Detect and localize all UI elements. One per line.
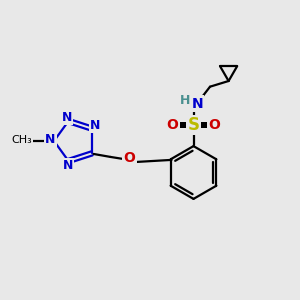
Text: CH₃: CH₃ <box>11 135 32 146</box>
Text: N: N <box>63 159 73 172</box>
Text: O: O <box>208 118 220 132</box>
Text: N: N <box>45 133 56 146</box>
Text: N: N <box>62 111 72 124</box>
Text: O: O <box>124 151 135 164</box>
Text: H: H <box>180 94 190 107</box>
Text: N: N <box>191 97 203 110</box>
Text: N: N <box>90 118 100 132</box>
Text: S: S <box>188 116 200 134</box>
Text: O: O <box>167 118 178 132</box>
